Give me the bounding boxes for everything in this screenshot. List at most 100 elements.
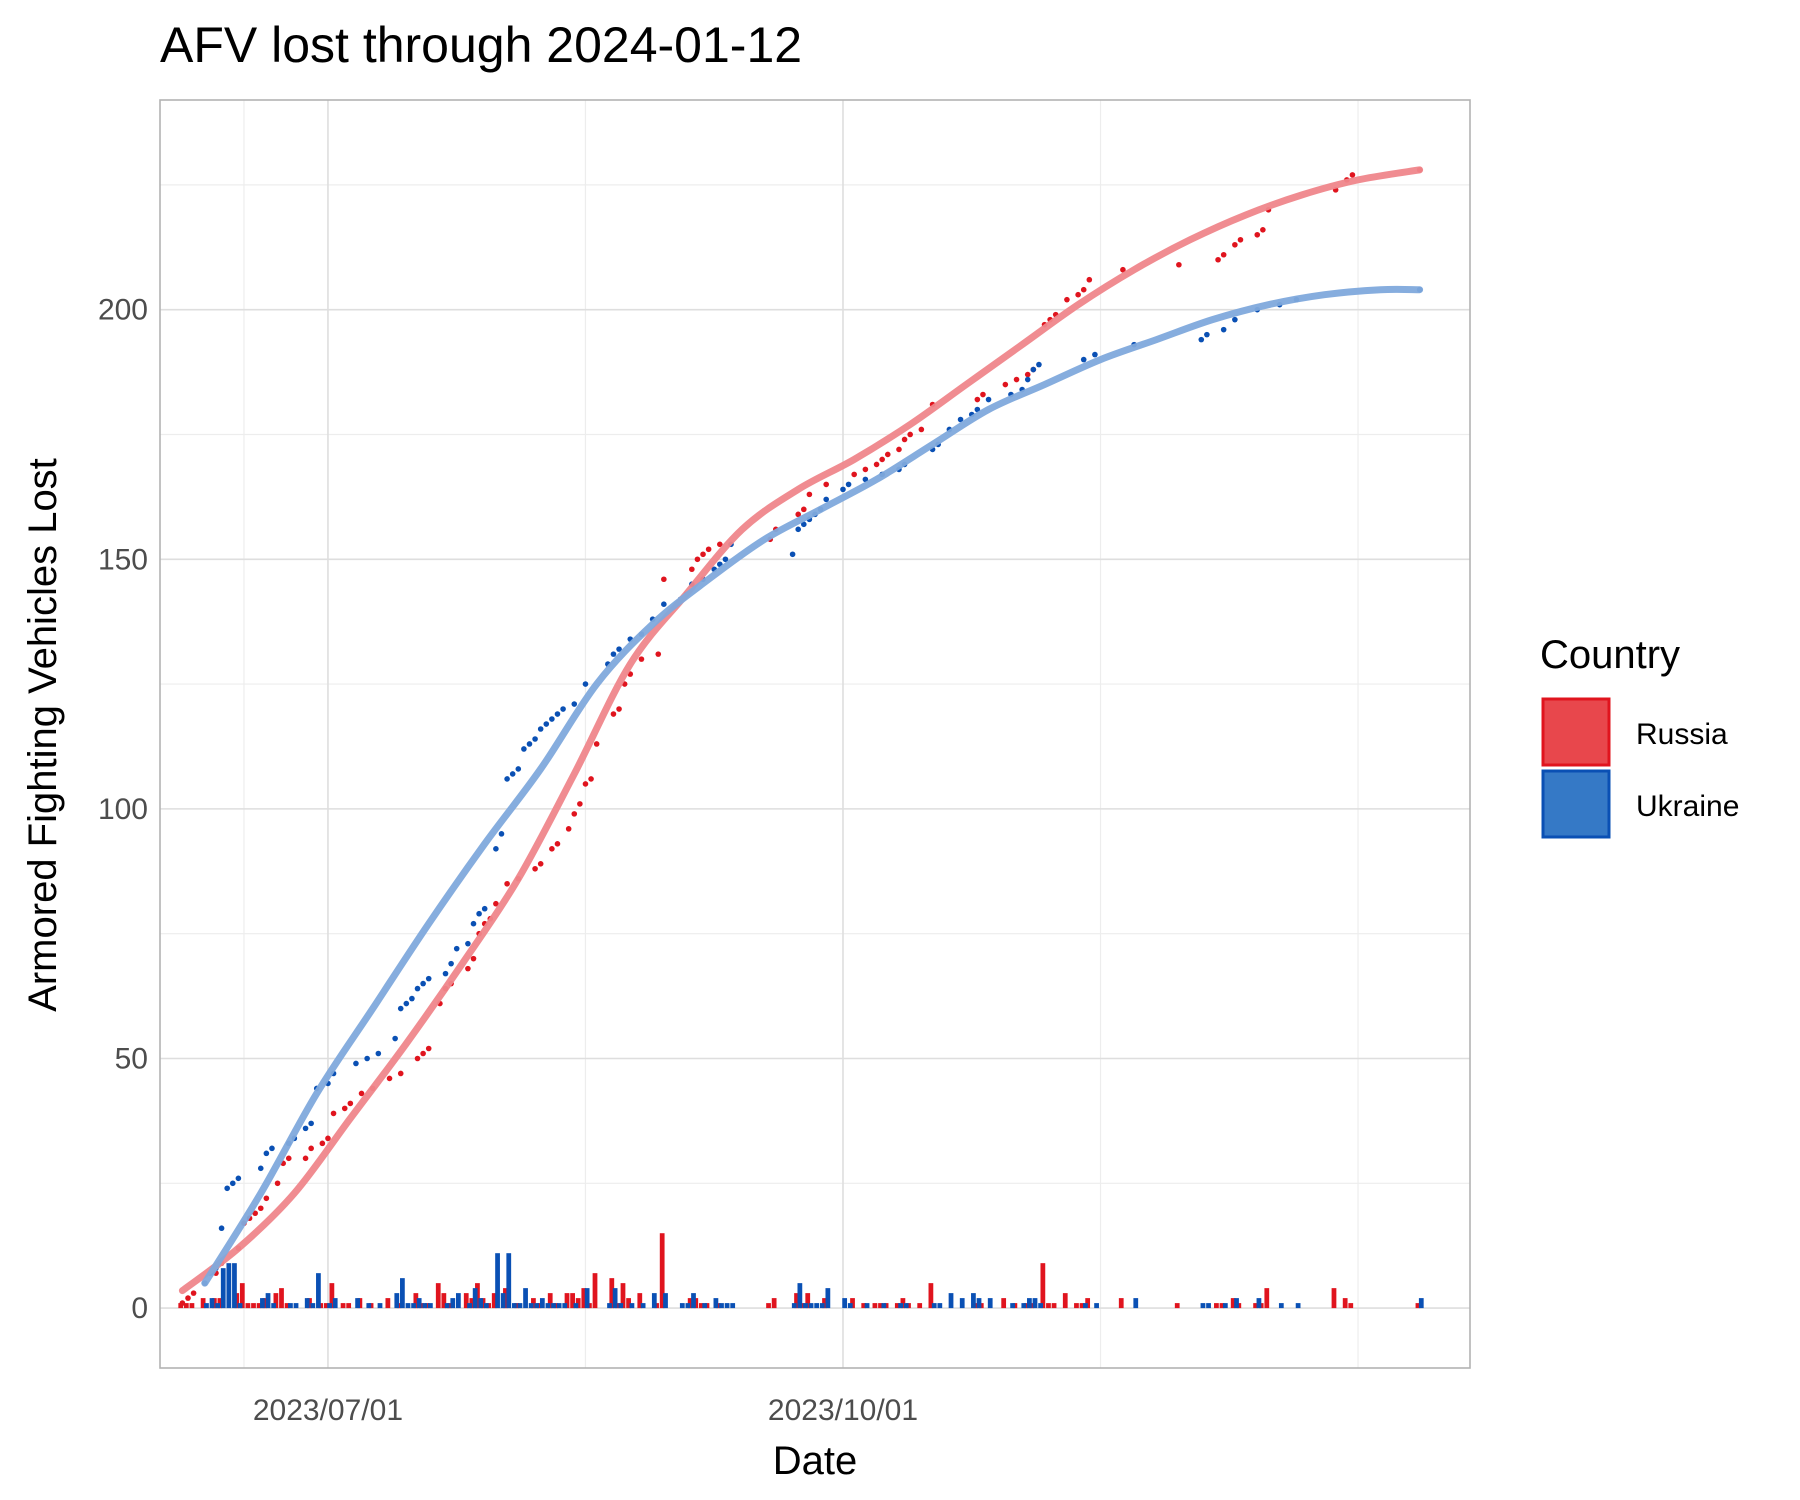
ukraine-daily-bar	[1027, 1298, 1032, 1309]
ukraine-cumulative-point	[397, 1005, 404, 1012]
ukraine-daily-bar	[685, 1303, 691, 1309]
russia-daily-bar	[1342, 1298, 1348, 1309]
ukraine-daily-bar	[1032, 1298, 1038, 1309]
ukraine-daily-bar	[702, 1303, 708, 1309]
ukraine-daily-bar	[719, 1303, 724, 1309]
ukraine-daily-bar	[528, 1303, 534, 1309]
ukraine-daily-bar	[651, 1293, 657, 1309]
ukraine-cumulative-point	[403, 1000, 410, 1007]
y-tick-label: 150	[98, 543, 148, 576]
ukraine-daily-bar	[517, 1303, 523, 1309]
ukraine-daily-bar	[411, 1303, 416, 1309]
russia-daily-bar	[239, 1283, 245, 1309]
ukraine-cumulative-point	[845, 481, 852, 488]
ukraine-daily-bar	[825, 1288, 831, 1309]
ukraine-daily-bar	[1083, 1303, 1088, 1309]
russia-daily-bar	[200, 1298, 206, 1309]
russia-daily-bar	[900, 1298, 906, 1309]
russia-cumulative-point	[554, 841, 561, 847]
ukraine-daily-bar	[842, 1298, 848, 1309]
legend-swatch-ukraine	[1541, 769, 1611, 839]
ukraine-daily-bar	[976, 1298, 982, 1309]
ukraine-daily-bar	[1200, 1303, 1206, 1309]
russia-daily-bar	[1040, 1263, 1046, 1309]
ukraine-daily-bar	[713, 1298, 719, 1309]
ukraine-daily-bar	[209, 1298, 215, 1309]
russia-daily-bar	[178, 1303, 184, 1309]
russia-daily-bar	[894, 1303, 900, 1309]
ukraine-daily-bar	[808, 1303, 814, 1309]
russia-cumulative-point	[347, 1100, 354, 1107]
russia-daily-bar	[284, 1303, 290, 1309]
ukraine-cumulative-points	[201, 286, 1423, 1286]
russia-daily-bar	[245, 1303, 251, 1309]
russia-daily-bar	[626, 1298, 631, 1309]
ukraine-daily-bar	[394, 1293, 400, 1309]
russia-cumulative-point	[862, 466, 869, 473]
ukraine-daily-bar	[478, 1298, 484, 1309]
russia-cumulative-point	[638, 656, 645, 662]
russia-daily-bar	[1079, 1303, 1085, 1309]
ukraine-cumulative-point	[235, 1175, 242, 1182]
russia-cumulative-point	[823, 481, 829, 488]
russia-cumulative-point	[1080, 286, 1087, 293]
ukraine-daily-bar	[232, 1263, 237, 1309]
ukraine-daily-bar	[534, 1303, 540, 1309]
russia-cumulative-point	[907, 431, 913, 438]
ukraine-cumulative-point	[414, 985, 421, 992]
ukraine-cumulative-point	[957, 416, 964, 423]
russia-cumulative-point	[801, 506, 807, 513]
russia-cumulative-point	[425, 1045, 432, 1052]
russia-cumulative-point	[806, 491, 813, 498]
russia-cumulative-point	[1260, 226, 1266, 233]
ukraine-daily-bar	[288, 1303, 293, 1309]
russia-daily-bar	[850, 1298, 855, 1309]
ukraine-cumulative-point	[974, 406, 981, 413]
russia-cumulative-point	[918, 426, 925, 433]
russia-daily-bar	[698, 1303, 704, 1309]
ukraine-daily-bar	[405, 1303, 411, 1309]
y-axis-tick-labels: 0 50 100 150 200	[98, 294, 148, 1325]
russia-cumulative-point	[257, 1205, 264, 1212]
ukraine-cumulative-point	[789, 551, 796, 558]
ukraine-daily-bar	[640, 1303, 646, 1309]
ukraine-smooth-line	[201, 285, 1424, 1287]
ukraine-cumulative-point	[509, 771, 516, 777]
russia-cumulative-point	[1013, 376, 1020, 383]
ukraine-cumulative-point	[269, 1145, 275, 1152]
ukraine-daily-bar	[629, 1303, 635, 1309]
legend-title: Country	[1540, 633, 1680, 677]
ukraine-cumulative-point	[1030, 366, 1037, 373]
ukraine-daily-bar	[803, 1303, 808, 1309]
ukraine-cumulative-point	[229, 1180, 236, 1187]
ukraine-cumulative-point	[526, 741, 533, 747]
ukraine-cumulative-point	[722, 556, 729, 563]
ukraine-daily-bar	[310, 1303, 316, 1309]
ukraine-daily-bar	[551, 1303, 556, 1309]
y-tick-label: 50	[115, 1042, 148, 1075]
russia-cumulative-point	[1176, 261, 1182, 268]
ukraine-daily-bar	[1133, 1298, 1139, 1309]
ukraine-daily-bar	[265, 1293, 271, 1309]
ukraine-daily-bar	[584, 1288, 590, 1309]
russia-cumulative-point	[185, 1295, 191, 1301]
ukraine-daily-bar	[327, 1303, 332, 1309]
russia-daily-bar	[1062, 1293, 1068, 1309]
russia-cumulative-point	[980, 391, 986, 398]
russia-daily-bar	[659, 1233, 665, 1309]
ukraine-daily-bar	[1278, 1303, 1284, 1309]
ukraine-daily-bar	[881, 1303, 887, 1309]
ukraine-daily-bar	[237, 1303, 243, 1309]
ukraine-cumulative-point	[1198, 336, 1205, 343]
ukraine-cumulative-point	[302, 1125, 309, 1132]
russia-daily-bar	[637, 1293, 643, 1309]
ukraine-cumulative-point	[661, 601, 667, 608]
ukraine-cumulative-point	[543, 721, 550, 727]
russia-daily-bar	[1230, 1298, 1236, 1309]
russia-daily-bar	[531, 1298, 536, 1309]
russia-cumulative-point	[1024, 371, 1031, 378]
russia-cumulative-point	[655, 651, 662, 657]
russia-cumulative-point	[302, 1155, 309, 1162]
russia-cumulative-point	[1215, 256, 1221, 263]
ukraine-daily-bar	[506, 1253, 512, 1309]
